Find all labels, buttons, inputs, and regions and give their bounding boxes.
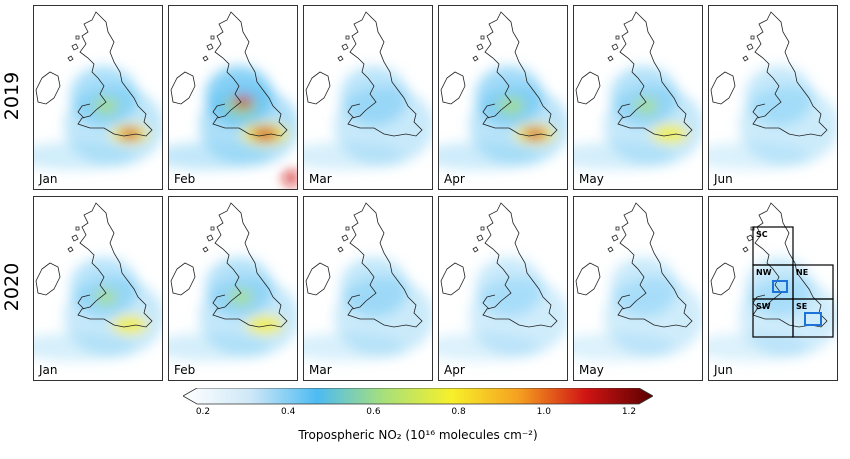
no2-field xyxy=(169,66,297,186)
no2-map xyxy=(34,202,162,361)
colorbar-tick: 0.6 xyxy=(366,407,381,417)
month-label: Jun xyxy=(714,172,733,186)
region-label-nw: NW xyxy=(756,268,772,277)
coastline xyxy=(440,11,558,137)
no2-field xyxy=(709,257,837,361)
no2-map xyxy=(304,202,432,361)
map-panel-2019-apr: Apr xyxy=(438,5,568,190)
no2-field xyxy=(574,257,702,361)
colorbar-label: Tropospheric NO₂ (10¹⁶ molecules cm⁻²) xyxy=(298,428,538,442)
row-label-2019: 2019 xyxy=(1,71,23,121)
colorbar-gradient xyxy=(182,387,654,405)
month-label: Mar xyxy=(309,172,332,186)
no2-map xyxy=(439,11,567,170)
coastline xyxy=(305,11,423,137)
month-label: Feb xyxy=(174,363,196,377)
month-label: Mar xyxy=(309,363,332,377)
coastline xyxy=(575,11,693,137)
month-label: Feb xyxy=(174,172,196,186)
map-panel-2020-feb: Feb xyxy=(168,196,298,381)
month-label: Jan xyxy=(39,363,58,377)
coastline xyxy=(710,11,828,137)
map-panel-2019-may: May xyxy=(573,5,703,190)
colorbar-tick: 1.0 xyxy=(536,407,551,417)
no2-map xyxy=(439,202,567,361)
coastline xyxy=(35,202,153,328)
row-label-2020: 2020 xyxy=(1,262,23,312)
map-panel-2020-apr: Apr xyxy=(438,196,568,381)
map-panel-2019-feb: Feb xyxy=(168,5,298,190)
colorbar: 0.2 0.4 0.6 0.8 1.0 1.2 Tropospheric NO₂ (10¹⁶… xyxy=(182,387,654,448)
highlight-boxes xyxy=(772,280,822,326)
no2-map xyxy=(574,11,702,170)
month-label: Apr xyxy=(444,172,465,186)
month-label: Jan xyxy=(39,172,58,186)
region-label-sw: SW xyxy=(756,302,771,311)
colorbar-tick: 0.8 xyxy=(451,407,466,417)
map-panel-2020-may: May xyxy=(573,196,703,381)
no2-field xyxy=(169,257,297,361)
colorbar-tick: 0.2 xyxy=(195,407,211,417)
no2-map: SC NW NE SW SE xyxy=(709,202,837,361)
no2-field xyxy=(439,257,567,361)
colorbar-tick: 0.4 xyxy=(281,407,296,417)
month-label: May xyxy=(579,172,604,186)
no2-map xyxy=(169,11,297,186)
month-label: Apr xyxy=(444,363,465,377)
month-label: May xyxy=(579,363,604,377)
no2-field xyxy=(439,66,567,170)
coastline xyxy=(35,11,153,137)
month-label: Jun xyxy=(714,363,733,377)
region-label-sc: SC xyxy=(756,230,768,239)
map-panel-2019-jun: Jun xyxy=(708,5,838,190)
region-grid xyxy=(752,226,834,338)
no2-field xyxy=(574,66,702,170)
map-panel-2019-mar: Mar xyxy=(303,5,433,190)
no2-map xyxy=(709,11,837,170)
no2-field xyxy=(34,66,162,170)
coastline xyxy=(575,202,693,328)
region-label-se: SE xyxy=(796,302,807,311)
no2-map xyxy=(169,202,297,361)
no2-map xyxy=(304,11,432,170)
colorbar-tick: 1.2 xyxy=(621,407,637,417)
map-panel-2020-jan: Jan xyxy=(33,196,163,381)
coastline xyxy=(170,202,288,328)
no2-field xyxy=(709,66,837,170)
coastline xyxy=(170,11,288,137)
coastline xyxy=(440,202,558,328)
no2-map xyxy=(34,11,162,170)
no2-field xyxy=(304,66,432,170)
no2-field xyxy=(34,257,162,361)
map-panel-2019-jan: Jan xyxy=(33,5,163,190)
map-panel-2020-mar: Mar xyxy=(303,196,433,381)
map-panel-2020-jun: SC NW NE SW SE Jun xyxy=(708,196,838,381)
region-label-ne: NE xyxy=(796,268,808,277)
no2-field xyxy=(304,257,432,361)
coastline xyxy=(305,202,423,328)
no2-map xyxy=(574,202,702,361)
